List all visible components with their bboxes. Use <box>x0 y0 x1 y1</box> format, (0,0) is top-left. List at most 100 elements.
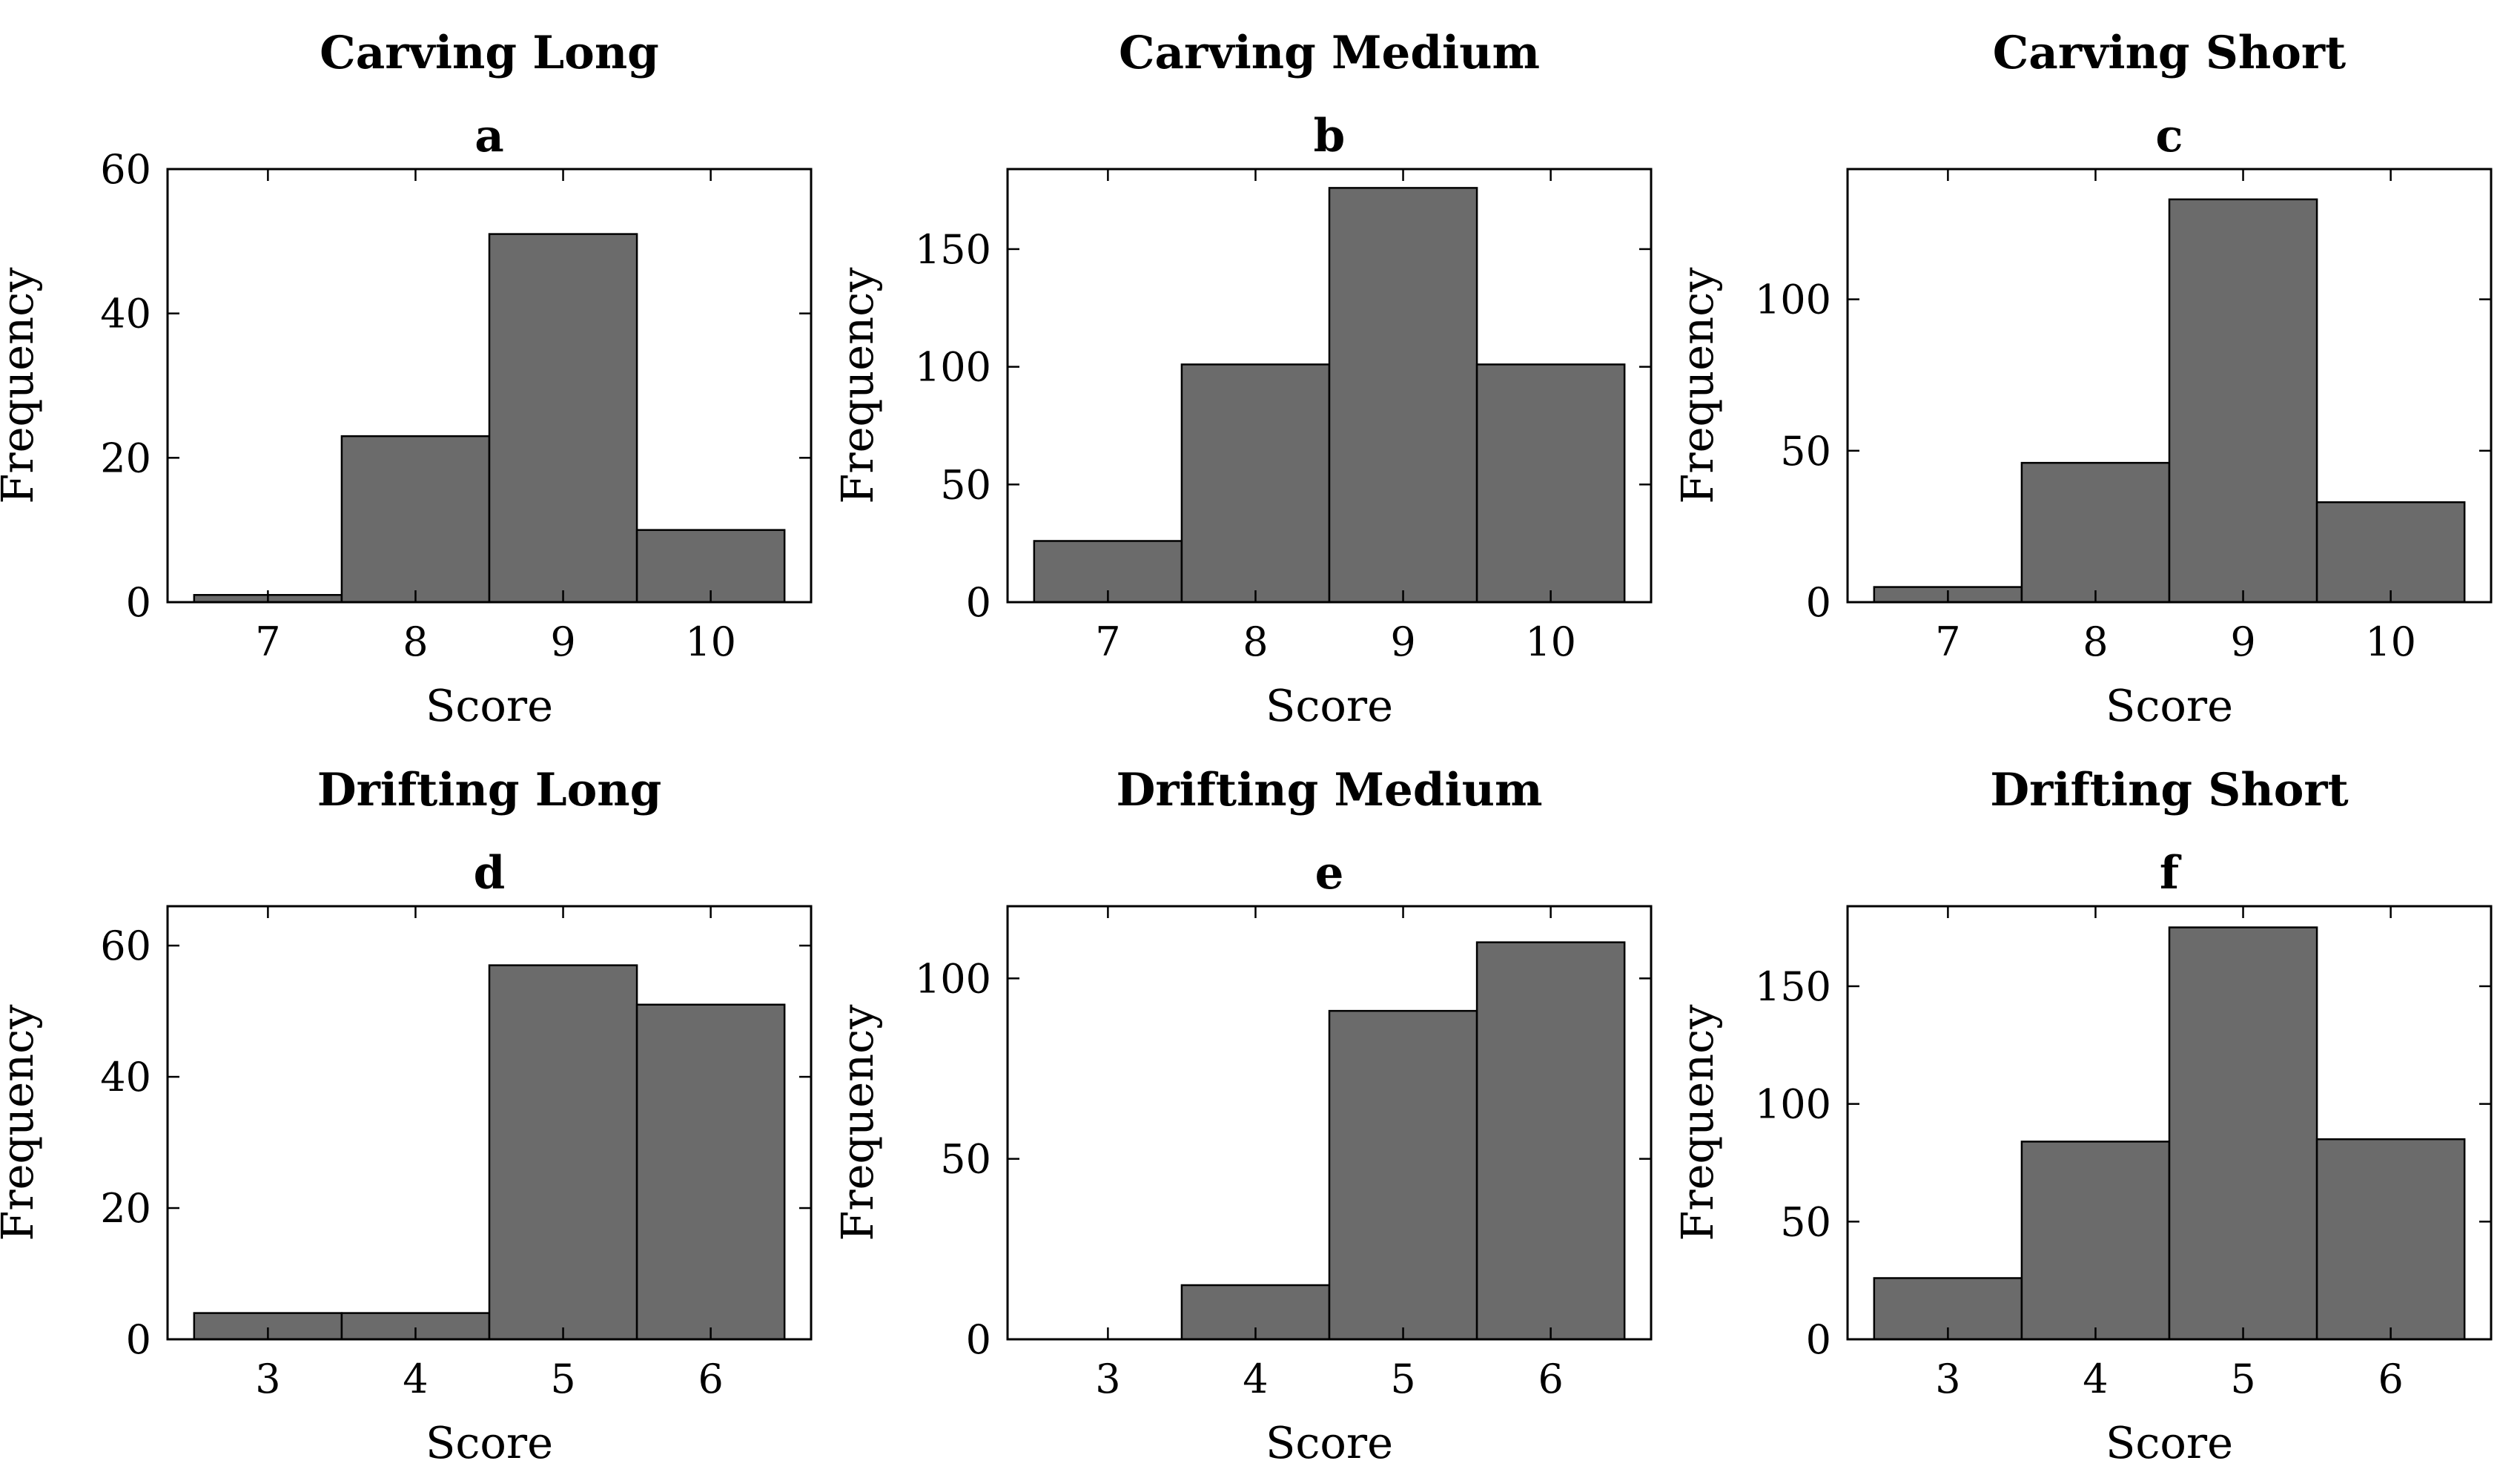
histogram-bar <box>1475 941 1626 1341</box>
x-tick-label: 4 <box>2083 1356 2108 1402</box>
x-axis-label: Score <box>2106 680 2233 731</box>
x-tick-label: 10 <box>685 618 736 665</box>
x-tick-label: 5 <box>2230 1356 2255 1402</box>
panel-letter: c <box>2155 110 2183 162</box>
y-axis-label: Frequency <box>1672 1004 1723 1241</box>
histogram-bar <box>488 964 638 1341</box>
y-tick-label: 0 <box>1806 579 1831 626</box>
histogram-bar <box>1328 1009 1478 1341</box>
x-tick-label: 7 <box>255 618 280 665</box>
y-tick-label: 0 <box>966 1316 991 1363</box>
y-axis-label: Frequency <box>0 267 43 504</box>
panel-title: Carving Medium <box>1119 27 1540 79</box>
x-tick-label: 7 <box>1095 618 1120 665</box>
axis-box <box>1006 168 1653 604</box>
y-tick-label: 50 <box>940 461 991 508</box>
x-tick-label: 6 <box>698 1356 723 1402</box>
plot-area: 0 50 100 150 3 4 5 6 <box>1755 905 2493 1402</box>
histogram-bar <box>2020 1141 2171 1341</box>
y-axis-label: Frequency <box>832 267 883 504</box>
x-axis-label: Score <box>2106 1417 2233 1468</box>
x-tick-label: 5 <box>550 1356 575 1402</box>
y-axis-label: Frequency <box>832 1004 883 1241</box>
x-tick-label: 8 <box>2083 618 2108 665</box>
axis-box <box>1006 905 1653 1341</box>
histogram-bar <box>2315 501 2466 604</box>
panel-b-carving-medium: Carving Medium b Frequency Score 0 50 100 1… <box>832 27 1653 731</box>
x-axis-label: Score <box>426 1417 553 1468</box>
histogram-bar <box>1328 187 1478 604</box>
x-tick-label: 9 <box>550 618 575 665</box>
x-tick-label: 10 <box>1525 618 1576 665</box>
y-tick-label: 60 <box>100 923 151 969</box>
x-axis-label: Score <box>426 680 553 731</box>
x-tick-label: 5 <box>1390 1356 1415 1402</box>
panel-title: Carving Short <box>1993 27 2346 79</box>
y-tick-label: 60 <box>100 146 151 193</box>
plot-area: 0 50 100 150 7 8 9 10 <box>915 168 1653 665</box>
histogram-bar <box>488 233 638 604</box>
histogram-bar <box>1475 363 1626 604</box>
plot-area: 0 50 100 7 8 9 10 <box>1755 168 2493 665</box>
histogram-bar <box>1180 363 1331 604</box>
x-tick-label: 3 <box>1935 1356 1960 1402</box>
histogram-bar <box>340 435 491 604</box>
x-tick-label: 9 <box>1390 618 1415 665</box>
x-tick-label: 4 <box>1243 1356 1268 1402</box>
panel-letter: e <box>1315 847 1344 900</box>
x-tick-label: 3 <box>255 1356 280 1402</box>
panel-d-drifting-long: Drifting Long d Frequency Score 0 20 40 60 3… <box>0 764 813 1468</box>
y-tick-label: 50 <box>1780 428 1831 475</box>
panel-letter: b <box>1314 110 1346 162</box>
panel-title: Drifting Medium <box>1116 764 1542 816</box>
y-tick-label: 100 <box>1755 1081 1831 1128</box>
x-tick-label: 8 <box>403 618 428 665</box>
y-tick-label: 0 <box>1806 1316 1831 1363</box>
histogram-bar <box>635 1003 786 1341</box>
y-axis-label: Frequency <box>0 1004 43 1241</box>
y-tick-label: 20 <box>100 435 151 481</box>
histogram-bar <box>635 529 786 604</box>
plot-area: 0 20 40 60 3 4 5 6 <box>100 905 813 1402</box>
panel-a-carving-long: Carving Long a Frequency Score 0 20 40 60 7 8… <box>0 27 813 731</box>
panel-c-carving-short: Carving Short c Frequency Score 0 50 100 7 8… <box>1672 27 2493 731</box>
panel-letter: d <box>474 847 506 900</box>
panel-title: Carving Long <box>320 27 659 79</box>
y-tick-label: 40 <box>100 291 151 337</box>
y-tick-label: 40 <box>100 1054 151 1101</box>
x-tick-label: 9 <box>2230 618 2255 665</box>
y-tick-label: 50 <box>1780 1198 1831 1245</box>
x-tick-label: 4 <box>403 1356 428 1402</box>
y-tick-label: 100 <box>1755 277 1831 323</box>
y-tick-label: 150 <box>1755 963 1831 1010</box>
histogram-bar <box>2315 1138 2466 1341</box>
y-tick-label: 20 <box>100 1185 151 1232</box>
plot-area: 0 20 40 60 7 8 9 10 <box>100 146 813 665</box>
plot-area: 0 50 100 3 4 5 6 <box>915 905 1653 1402</box>
panel-e-drifting-medium: Drifting Medium e Frequency Score 0 50 100… <box>832 764 1653 1468</box>
x-tick-label: 6 <box>1538 1356 1563 1402</box>
x-axis-label: Score <box>1266 680 1393 731</box>
axis-box <box>166 168 813 604</box>
panel-letter: a <box>474 110 504 162</box>
y-axis-label: Frequency <box>1672 267 1723 504</box>
histogram-bar <box>2168 926 2318 1341</box>
y-tick-label: 150 <box>915 226 991 273</box>
histogram-bar <box>2020 461 2171 604</box>
histogram-bar <box>2168 198 2318 604</box>
y-tick-label: 50 <box>940 1136 991 1183</box>
x-tick-label: 10 <box>2365 618 2416 665</box>
axis-box <box>1846 168 2493 604</box>
x-tick-label: 7 <box>1935 618 1960 665</box>
y-tick-label: 100 <box>915 955 991 1002</box>
axis-box <box>1846 905 2493 1341</box>
panel-title: Drifting Long <box>317 764 662 816</box>
axis-box <box>166 905 813 1341</box>
panel-letter: f <box>2160 847 2182 900</box>
x-tick-label: 6 <box>2378 1356 2403 1402</box>
panel-title: Drifting Short <box>1990 764 2348 816</box>
y-tick-label: 0 <box>966 579 991 626</box>
y-tick-label: 0 <box>126 579 151 626</box>
y-tick-label: 0 <box>126 1316 151 1363</box>
